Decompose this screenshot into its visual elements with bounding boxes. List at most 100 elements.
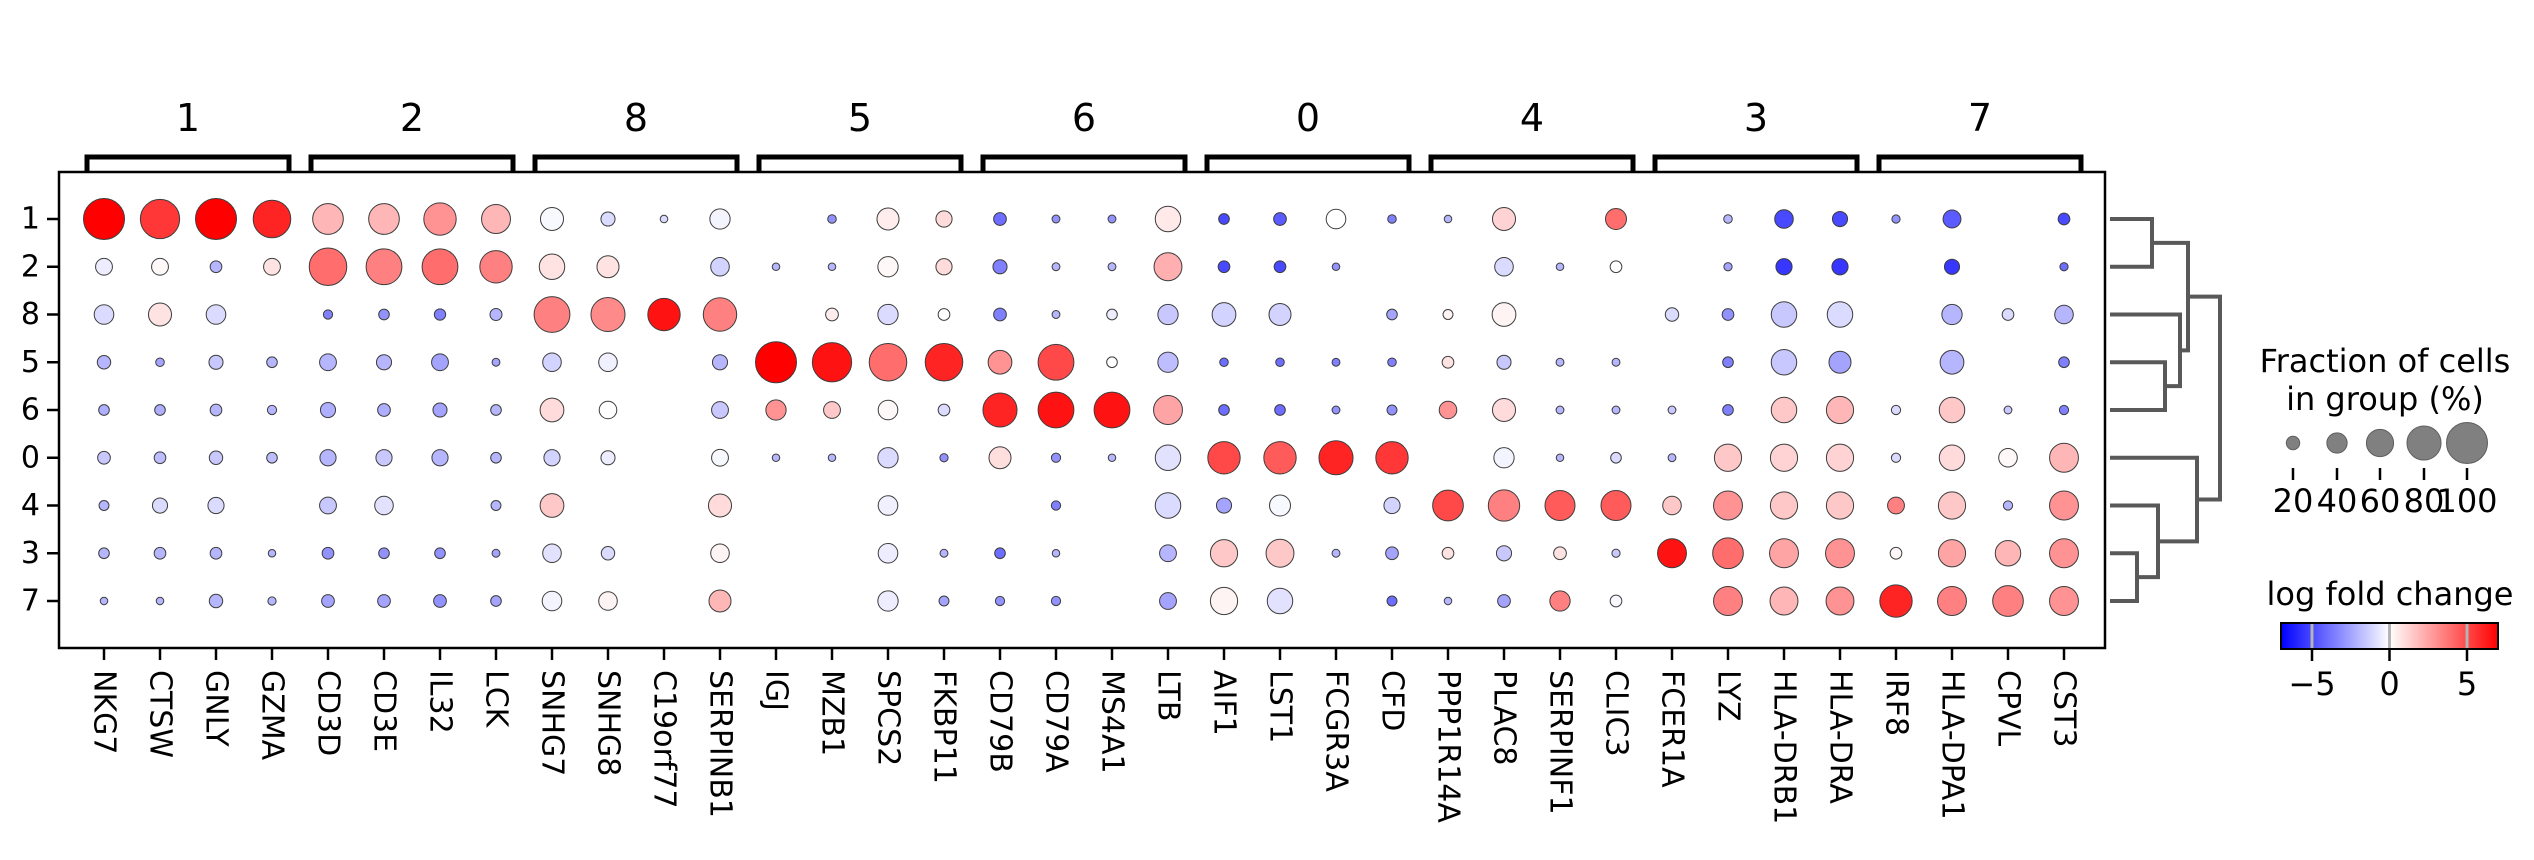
dot [377, 403, 391, 417]
dot [98, 500, 110, 511]
dot [2049, 586, 2079, 616]
dot [1609, 260, 1623, 274]
dot [319, 401, 337, 419]
gene-label-IL32: IL32 [423, 670, 458, 734]
group-bracket-4 [1428, 154, 1636, 172]
dot [1443, 214, 1453, 224]
dendrogram-link [2110, 455, 2199, 544]
dot [209, 546, 223, 560]
dot [1051, 310, 1061, 319]
size-legend-value-80: 80 [2404, 482, 2445, 520]
dot [711, 354, 729, 371]
dot [1825, 491, 1855, 520]
dot [868, 342, 908, 382]
dot [994, 595, 1006, 607]
colorbar-tick-label: 0 [2379, 665, 2399, 703]
dot [208, 354, 224, 370]
size-legend-title-line2: in group (%) [2286, 380, 2484, 418]
dot [2002, 500, 2014, 511]
dot [368, 203, 400, 235]
dot [263, 257, 281, 276]
dot [1266, 587, 1294, 615]
dot [2057, 212, 2071, 226]
dot [378, 547, 390, 560]
group-label-1: 1 [176, 96, 200, 140]
dot [375, 354, 393, 371]
dot [539, 397, 565, 423]
dot [1273, 212, 1287, 226]
dot [1555, 405, 1565, 415]
dot [598, 400, 618, 420]
dot [1268, 302, 1292, 327]
dot [209, 403, 223, 417]
dot [988, 446, 1012, 470]
dot [600, 211, 616, 227]
dendrogram-link [2110, 503, 2160, 580]
dot [153, 546, 167, 560]
dot [1487, 489, 1521, 522]
dot [1555, 262, 1565, 272]
dot [1937, 539, 1967, 568]
dot [1207, 441, 1241, 475]
dot [1107, 262, 1117, 272]
gene-label-CFD: CFD [1375, 670, 1410, 731]
dot [1891, 214, 1901, 224]
dot [1386, 404, 1398, 416]
dot [541, 590, 563, 612]
dot [994, 547, 1006, 560]
dot [939, 548, 949, 558]
dot [598, 591, 618, 611]
group-label-2: 2 [400, 96, 424, 140]
dot [1491, 397, 1517, 423]
dot [1825, 586, 1855, 616]
gene-label-FCER1A: FCER1A [1655, 670, 1690, 788]
group-label-3: 3 [1744, 96, 1768, 140]
gene-label-FCGR3A: FCGR3A [1319, 670, 1354, 792]
dot [543, 449, 561, 467]
gene-label-MZB1: MZB1 [815, 670, 850, 756]
dot [207, 496, 225, 515]
dot [83, 198, 125, 240]
cluster-label-7: 7 [21, 584, 40, 619]
dot [139, 198, 181, 240]
dot [1106, 356, 1118, 369]
dot [877, 590, 899, 612]
dot [533, 296, 571, 333]
cluster-label-3: 3 [21, 536, 40, 571]
dot [647, 297, 681, 332]
group-bracket-7 [1876, 154, 2084, 172]
dot [1722, 404, 1734, 416]
dot [1825, 443, 1855, 472]
size-legend-dot-60 [2365, 428, 2395, 458]
dot [154, 404, 166, 416]
size-legend-value-40: 40 [2317, 482, 2358, 520]
dot [155, 596, 165, 606]
dot [1723, 214, 1733, 224]
size-legend-title-line1: Fraction of cells [2260, 342, 2511, 380]
dot [1611, 405, 1621, 415]
dot [1385, 546, 1399, 561]
dot [938, 595, 950, 607]
dot [1093, 391, 1131, 429]
colorbar-tick-label: 5 [2457, 665, 2477, 703]
size-legend-dot-20 [2285, 435, 2301, 451]
dot [877, 303, 899, 326]
dot [1890, 452, 1902, 463]
dot [1555, 357, 1565, 367]
size-legend-dot-80 [2406, 425, 2442, 461]
dot [1107, 453, 1117, 463]
dot [1825, 538, 1855, 569]
dot [319, 449, 337, 467]
dot [1553, 546, 1567, 561]
gene-label-HLA-DRB1: HLA-DRB1 [1767, 670, 1802, 824]
dot-matrix [83, 198, 2079, 618]
dot [267, 596, 277, 606]
gene-label-LYZ: LYZ [1711, 670, 1746, 722]
dot [1887, 496, 1905, 515]
dot [924, 342, 964, 382]
dot [1491, 206, 1517, 232]
dot [1432, 489, 1464, 522]
dot [1890, 404, 1902, 416]
dendrogram-link [2110, 360, 2167, 412]
colorbar-border [2280, 622, 2499, 650]
